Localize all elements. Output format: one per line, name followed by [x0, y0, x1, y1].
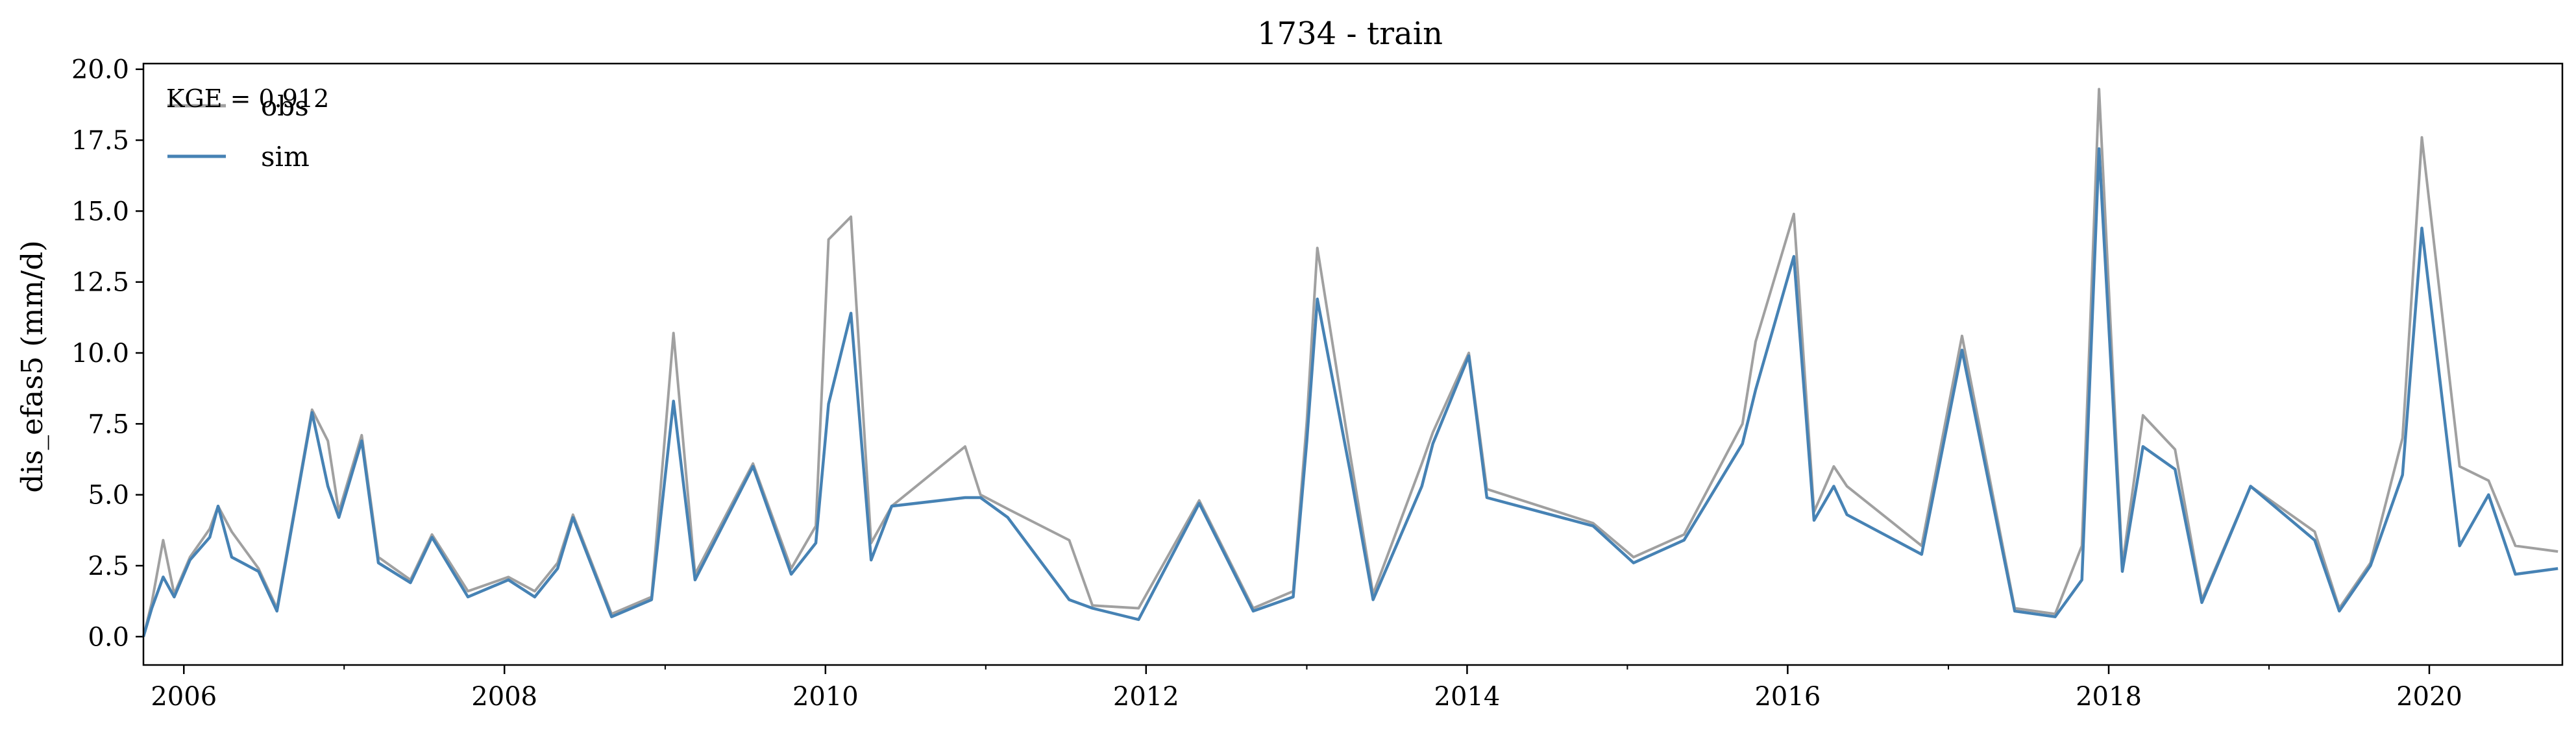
legend: obs sim	[167, 90, 310, 173]
x-tick-label: 2018	[2076, 682, 2142, 712]
legend-sim-label: sim	[261, 141, 310, 173]
y-tick-label: 7.5	[88, 409, 129, 439]
sim-series-line	[141, 147, 2558, 637]
legend-obs-label: obs	[261, 90, 309, 122]
obs-series-line	[142, 88, 2558, 637]
y-tick-label: 15.0	[71, 197, 129, 226]
y-tick-label: 0.0	[88, 622, 129, 652]
x-axis-ticks: 2006 2008 2010 2012 2014 2016 2018 2020	[151, 665, 2462, 712]
x-tick-label: 2016	[1754, 682, 1821, 712]
y-tick-label: 10.0	[71, 339, 129, 369]
x-tick-label: 2010	[792, 682, 859, 712]
y-tick-label: 5.0	[88, 481, 129, 511]
y-tick-label: 17.5	[71, 126, 129, 156]
plot-area	[141, 88, 2558, 637]
x-tick-label: 2014	[1434, 682, 1501, 712]
x-tick-label: 2012	[1113, 682, 1179, 712]
y-tick-label: 12.5	[71, 268, 129, 298]
y-axis-label: dis_efas5 (mm/d)	[15, 240, 49, 492]
kge-annotation: KGE = 0.912	[166, 84, 329, 113]
x-tick-label: 2020	[2396, 682, 2462, 712]
plot-frame	[142, 62, 2564, 666]
x-tick-label: 2006	[151, 682, 217, 712]
chart-title: 1734 - train	[1257, 16, 1443, 52]
y-axis-ticks: 0.0 2.5 5.0 7.5 10.0 12.5 15.0 17.5 20.0	[71, 55, 143, 652]
y-tick-label: 20.0	[71, 55, 129, 85]
y-tick-label: 2.5	[88, 551, 129, 581]
x-tick-label: 2008	[471, 682, 537, 712]
